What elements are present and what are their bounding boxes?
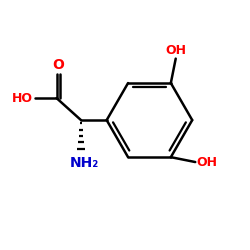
Text: HO: HO	[12, 92, 33, 104]
Text: NH₂: NH₂	[70, 156, 99, 170]
Text: OH: OH	[165, 44, 186, 58]
Text: O: O	[52, 58, 64, 72]
Text: OH: OH	[196, 156, 218, 168]
